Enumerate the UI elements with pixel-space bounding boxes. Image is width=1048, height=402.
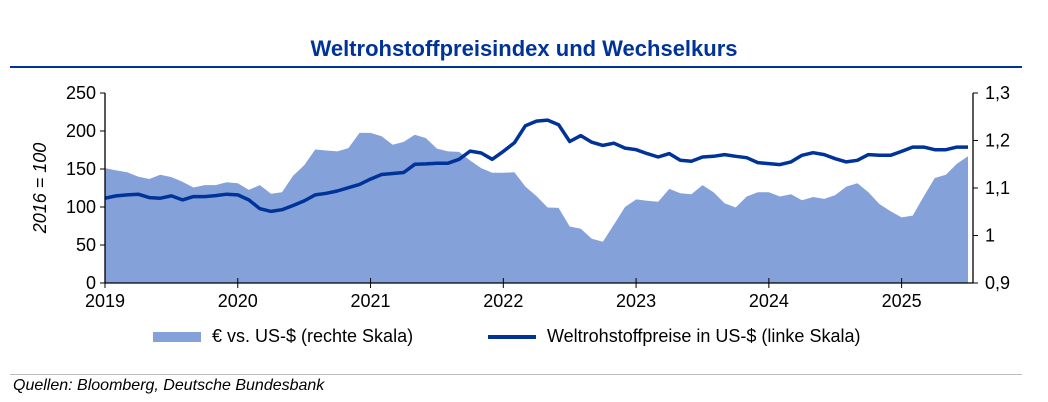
legend-label-exchange-rate: € vs. US-$ (rechte Skala) xyxy=(212,326,414,346)
source-note: Quellen: Bloomberg, Deutsche Bundesbank xyxy=(13,377,325,394)
left-axis-tick-label: 0 xyxy=(86,273,96,293)
x-axis-tick-label: 2022 xyxy=(483,291,523,311)
x-axis-tick-label: 2019 xyxy=(85,291,125,311)
x-axis-tick-label: 2023 xyxy=(616,291,656,311)
left-axis-tick-label: 100 xyxy=(66,197,96,217)
left-axis-tick-label: 250 xyxy=(66,83,96,103)
right-axis-tick-label: 1,2 xyxy=(985,131,1010,151)
legend-swatch-area xyxy=(153,331,201,342)
left-axis-tick-label: 150 xyxy=(66,159,96,179)
left-axis-tick-label: 200 xyxy=(66,121,96,141)
x-axis-tick-label: 2024 xyxy=(749,291,789,311)
source-divider xyxy=(10,374,1022,375)
title-divider xyxy=(10,66,1022,68)
x-axis-tick-label: 2025 xyxy=(882,291,922,311)
exchange-rate-area xyxy=(105,132,968,283)
legend-item-exchange-rate: € vs. US-$ (rechte Skala) xyxy=(153,326,413,347)
right-axis-tick-label: 1,1 xyxy=(985,178,1010,198)
legend-swatch-line xyxy=(488,334,536,339)
right-axis-tick-label: 1,3 xyxy=(985,83,1010,103)
left-axis-tick-label: 50 xyxy=(76,235,96,255)
x-axis-tick-label: 2021 xyxy=(351,291,391,311)
chart-title: Weltrohstoffpreisindex und Wechselkurs xyxy=(310,36,738,61)
y-axis-label: 2016 = 100 xyxy=(30,143,50,235)
right-axis-tick-label: 1 xyxy=(985,226,995,246)
legend-item-commodity-prices: Weltrohstoffpreise in US-$ (linke Skala) xyxy=(488,326,860,347)
commodity-price-line xyxy=(104,118,968,214)
x-axis-tick-label: 2020 xyxy=(218,291,258,311)
legend-label-commodity-prices: Weltrohstoffpreise in US-$ (linke Skala) xyxy=(547,326,861,346)
right-axis-tick-label: 0,9 xyxy=(985,273,1010,293)
